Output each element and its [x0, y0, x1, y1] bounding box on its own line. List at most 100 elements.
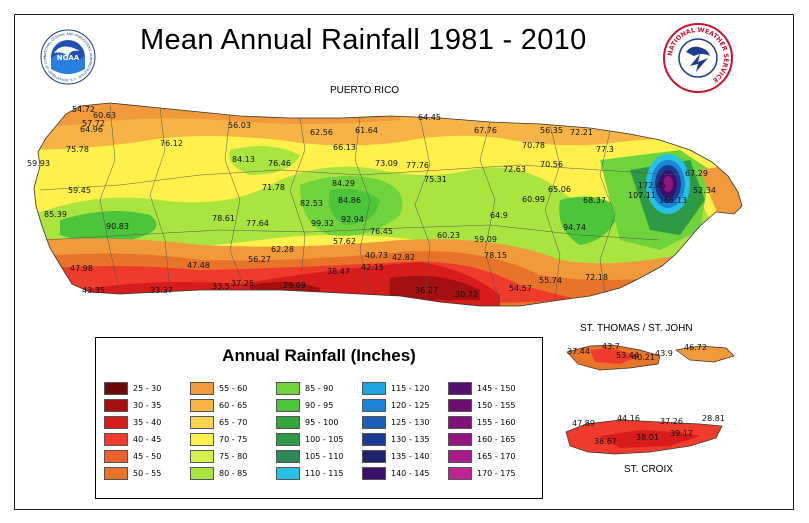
legend-swatch: [362, 382, 386, 395]
station-label: 72.21: [570, 128, 593, 137]
legend-item: 115 - 120: [362, 380, 448, 397]
legend-item: 90 - 95: [276, 397, 362, 414]
legend-label: 50 - 55: [133, 469, 162, 478]
station-label: 37.26: [660, 417, 683, 426]
station-label: 52.34: [693, 186, 716, 195]
station-label: 67.29: [685, 169, 708, 178]
legend-swatch: [104, 467, 128, 480]
legend-item: 55 - 60: [190, 380, 276, 397]
map-title: Mean Annual Rainfall 1981 - 2010: [140, 24, 587, 56]
legend-label: 130 - 135: [391, 435, 430, 444]
station-label: 59.93: [27, 159, 50, 168]
legend-label: 155 - 160: [477, 418, 516, 427]
station-label: 54.57: [509, 284, 532, 293]
station-label: 56.35: [540, 126, 563, 135]
station-label: 73.09: [375, 159, 398, 168]
station-label: 65.06: [548, 185, 571, 194]
station-label: 53.44: [616, 351, 639, 360]
legend-item: 50 - 55: [104, 465, 190, 482]
legend-item: 150 - 155: [448, 397, 534, 414]
legend-label: 45 - 50: [133, 452, 162, 461]
station-label: 94.74: [563, 223, 586, 232]
noaa-text: NOAA: [57, 54, 80, 62]
legend-swatch: [104, 399, 128, 412]
station-label: 77.64: [246, 219, 269, 228]
legend-label: 140 - 145: [391, 469, 430, 478]
legend-item: 75 - 80: [190, 448, 276, 465]
station-label: 56.03: [228, 121, 251, 130]
legend-item: 140 - 145: [362, 465, 448, 482]
legend-item: 70 - 75: [190, 431, 276, 448]
station-label: 62.56: [310, 128, 333, 137]
station-label: 92.94: [341, 215, 364, 224]
legend-swatch: [362, 399, 386, 412]
legend-label: 70 - 75: [219, 435, 248, 444]
noaa-logo: NATIONAL OCEANIC AND ATMOSPHERIC ADMINIS…: [40, 29, 96, 85]
legend-label: 125 - 130: [391, 418, 430, 427]
station-label: 64.9: [490, 211, 508, 220]
legend-swatch: [448, 450, 472, 463]
station-label: 90.83: [106, 222, 129, 231]
legend-item: 170 - 175: [448, 465, 534, 482]
station-label: 71.78: [262, 183, 285, 192]
legend-swatch: [190, 382, 214, 395]
station-labels: 54.72 60.63 57.72 64.96 56.03 62.56 61.6…: [27, 105, 725, 446]
legend-item: 125 - 130: [362, 414, 448, 431]
station-label: 84.86: [338, 196, 361, 205]
station-label: 64.96: [80, 125, 103, 134]
station-label: 47.89: [572, 419, 595, 428]
legend-label: 150 - 155: [477, 401, 516, 410]
legend-swatch: [190, 399, 214, 412]
station-label: 57.62: [333, 237, 356, 246]
puerto-rico-outline: [33, 102, 743, 307]
legend-swatch: [276, 382, 300, 395]
station-label: 172.45: [638, 181, 666, 190]
station-label: 60.63: [93, 111, 116, 120]
legend-item: 65 - 70: [190, 414, 276, 431]
station-label: 66.13: [333, 143, 356, 152]
municipality-boundaries: [39, 104, 681, 306]
legend-label: 120 - 125: [391, 401, 430, 410]
legend-label: 135 - 140: [391, 452, 430, 461]
legend-swatch: [362, 416, 386, 429]
legend-label: 25 - 30: [133, 384, 162, 393]
legend-item: 100 - 105: [276, 431, 362, 448]
legend-swatch: [104, 416, 128, 429]
station-label: 70.56: [540, 160, 563, 169]
station-label: 38.01: [636, 433, 659, 442]
station-label: 61.64: [355, 126, 378, 135]
station-label: 29.09: [283, 281, 306, 290]
station-label: 72.18: [585, 273, 608, 282]
region-label-st-thomas-st-john: ST. THOMAS / ST. JOHN: [580, 323, 693, 334]
station-label: 99.32: [311, 219, 334, 228]
station-label: 46.72: [684, 343, 707, 352]
station-label: 47.48: [187, 261, 210, 270]
legend-label: 90 - 95: [305, 401, 334, 410]
legend-label: 85 - 90: [305, 384, 334, 393]
rainfall-legend: Annual Rainfall (Inches) 25 - 30 30 - 35 3…: [95, 337, 543, 499]
legend-label: 95 - 100: [305, 418, 339, 427]
legend-swatch: [362, 450, 386, 463]
legend-label: 40 - 45: [133, 435, 162, 444]
station-label: 38.67: [594, 437, 617, 446]
legend-item: 120 - 125: [362, 397, 448, 414]
legend-label: 60 - 65: [219, 401, 248, 410]
legend-item: 130 - 135: [362, 431, 448, 448]
nws-logo: NATIONAL WEATHER SERVICE: [663, 23, 733, 93]
legend-item: 95 - 100: [276, 414, 362, 431]
legend-swatch: [448, 399, 472, 412]
region-label-puerto-rico: PUERTO RICO: [330, 85, 400, 96]
station-label: 165.13: [659, 196, 687, 205]
legend-label: 100 - 105: [305, 435, 344, 444]
station-label: 60.99: [522, 195, 545, 204]
station-label: 77.3: [596, 145, 614, 154]
station-label: 40.21: [632, 353, 655, 362]
legend-swatch: [448, 382, 472, 395]
region-label-st-croix: ST. CROIX: [624, 464, 673, 475]
station-label: 76.46: [268, 159, 291, 168]
station-label: 43.9: [655, 349, 673, 358]
legend-label: 115 - 120: [391, 384, 430, 393]
legend-swatch: [276, 416, 300, 429]
station-label: 55.74: [539, 276, 562, 285]
station-label: 75.78: [66, 145, 89, 154]
